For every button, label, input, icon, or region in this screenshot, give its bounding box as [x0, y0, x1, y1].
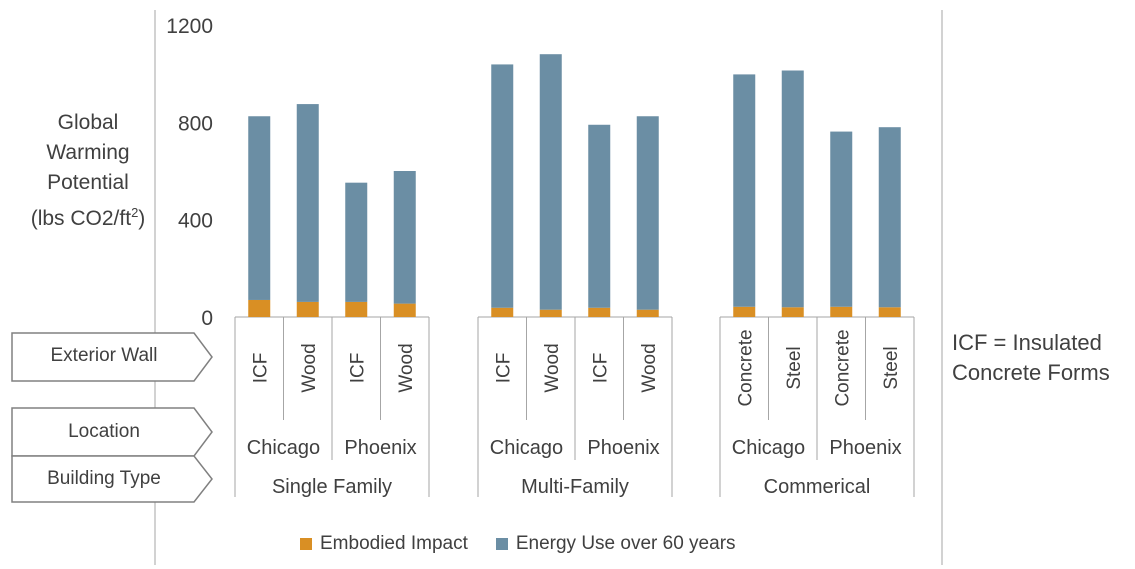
- arrow-building-type: [11, 455, 213, 503]
- legend-item-energy: Energy Use over 60 years: [495, 533, 736, 555]
- exterior-wall-label: Concrete: [832, 329, 853, 406]
- y-axis-label-line-4: (lbs CO2/ft2): [20, 198, 156, 234]
- location-label: Phoenix: [344, 437, 416, 459]
- legend-swatch-energy: [495, 538, 508, 550]
- legend-label-embodied: Embodied Impact: [320, 533, 468, 554]
- y-tick-label: 0: [201, 307, 213, 330]
- row-label-exterior-wall: Exterior Wall: [50, 345, 158, 366]
- y-axis-label-line-1: Global: [57, 111, 119, 134]
- legend: Embodied Impact Energy Use over 60 years: [300, 533, 736, 555]
- exterior-wall-label: ICF: [347, 353, 368, 384]
- bar-embodied: [830, 306, 853, 317]
- bar-embodied: [588, 307, 611, 317]
- abbreviation-note: ICF = Insulated Concrete Forms: [952, 328, 1110, 388]
- building-type-label: Single Family: [272, 476, 392, 498]
- bar-energy: [393, 171, 416, 304]
- exterior-wall-label: Wood: [639, 343, 660, 392]
- exterior-wall-label: Wood: [396, 343, 417, 392]
- note-line-1: ICF = Insulated: [952, 330, 1102, 355]
- row-label-building-type: Building Type: [47, 468, 161, 489]
- arrow-exterior-wall: [11, 332, 213, 382]
- bar-energy: [491, 64, 514, 308]
- location-label: Chicago: [247, 437, 320, 459]
- exterior-wall-label: Concrete: [735, 329, 756, 406]
- bar-energy: [636, 116, 659, 310]
- exterior-wall-label: Wood: [299, 343, 320, 392]
- location-label: Chicago: [732, 437, 805, 459]
- bar-embodied: [781, 307, 804, 317]
- exterior-wall-label: ICF: [250, 353, 271, 384]
- location-label: Phoenix: [587, 437, 659, 459]
- bar-energy: [539, 54, 562, 310]
- location-label: Chicago: [490, 437, 563, 459]
- bar-energy: [588, 124, 611, 308]
- exterior-wall-label: Steel: [881, 346, 902, 389]
- legend-label-energy: Energy Use over 60 years: [515, 533, 736, 554]
- bar-energy: [733, 74, 756, 307]
- bar-energy: [830, 131, 853, 307]
- arrow-location: [11, 407, 213, 457]
- bar-embodied: [636, 309, 659, 317]
- y-axis-label: Global Warming Potential (lbs CO2/ft2): [20, 108, 156, 234]
- note-line-2: Concrete Forms: [952, 360, 1110, 385]
- legend-swatch-embodied: [300, 538, 312, 550]
- location-label: Phoenix: [829, 437, 901, 459]
- y-tick-label: 400: [178, 210, 213, 233]
- y-axis-unit-close: ): [138, 207, 146, 230]
- bars: [248, 54, 901, 317]
- bar-embodied: [296, 301, 319, 317]
- y-axis-label-line-2: Warming: [46, 141, 130, 164]
- bar-embodied: [539, 309, 562, 317]
- y-axis-unit-exponent: 2: [131, 205, 139, 220]
- exterior-wall-label: ICF: [590, 353, 611, 384]
- exterior-wall-label: Steel: [784, 346, 805, 389]
- bar-embodied: [345, 301, 368, 317]
- exterior-wall-label: ICF: [493, 353, 514, 384]
- bar-embodied: [248, 299, 271, 317]
- building-type-label: Commerical: [764, 476, 871, 498]
- y-tick-label: 1200: [166, 15, 213, 38]
- building-type-label: Multi-Family: [521, 476, 629, 498]
- bar-embodied: [733, 306, 756, 317]
- y-axis-unit: (lbs CO2/ft: [30, 207, 132, 230]
- bar-energy: [296, 104, 319, 302]
- bar-energy: [878, 127, 901, 308]
- legend-item-embodied: Embodied Impact: [300, 533, 468, 555]
- bar-energy: [345, 182, 368, 302]
- bar-embodied: [393, 303, 416, 317]
- y-axis-label-line-3: Potential: [47, 171, 129, 194]
- bar-embodied: [878, 307, 901, 317]
- row-label-location: Location: [68, 421, 140, 442]
- y-tick-label: 800: [178, 112, 213, 135]
- bar-embodied: [491, 307, 514, 317]
- exterior-wall-label: Wood: [542, 343, 563, 392]
- row-label-arrows: [11, 332, 213, 503]
- category-table: ICF Wood ICF Wood ICF Wood ICF Wood Concrete Stee…: [234, 317, 915, 498]
- bar-energy: [248, 116, 271, 300]
- bar-energy: [781, 70, 804, 308]
